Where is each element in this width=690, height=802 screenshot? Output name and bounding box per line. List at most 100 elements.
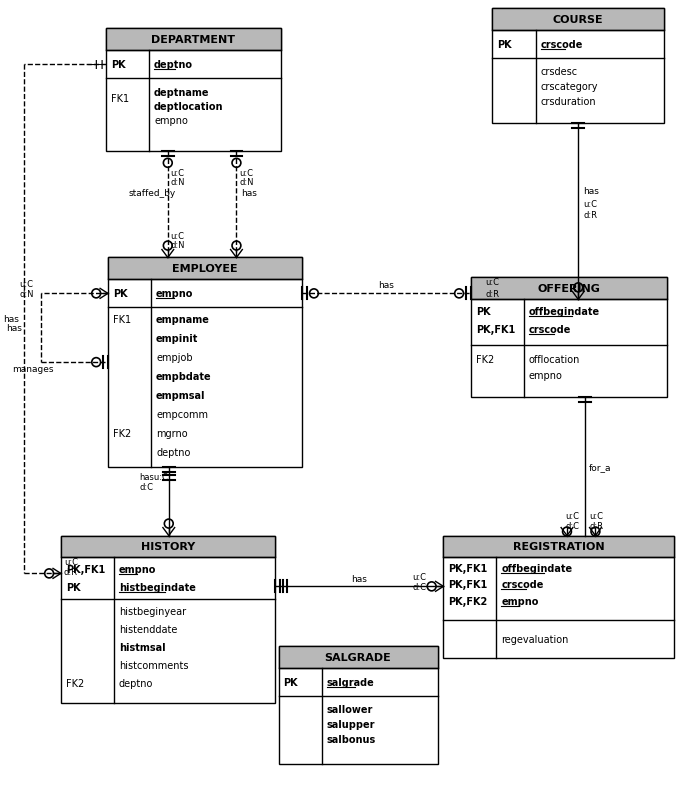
Text: d:C: d:C [412,582,426,591]
Text: salupper: salupper [326,719,375,729]
Bar [108,258,302,468]
Text: empno: empno [501,597,539,606]
Bar [279,646,437,764]
Text: has: has [351,574,367,583]
Text: PK: PK [497,40,512,51]
Text: d:N: d:N [20,290,34,298]
Text: deptno: deptno [154,60,193,70]
Text: staffed_by: staffed_by [128,189,176,198]
Text: mgrno: mgrno [156,428,188,439]
Text: PK,FK1: PK,FK1 [448,580,488,589]
Text: histmsal: histmsal [119,642,166,652]
Text: empinit: empinit [156,334,199,344]
Text: manages: manages [12,364,53,373]
Text: ─H: ─H [87,59,104,71]
Text: d:N: d:N [239,178,254,187]
Text: u:C: u:C [170,169,185,178]
Text: d:N: d:N [170,178,185,187]
Text: u:C: u:C [583,200,597,209]
Text: regevaluation: regevaluation [501,634,569,644]
Text: HISTORY: HISTORY [141,542,195,552]
Text: FK2: FK2 [66,678,84,688]
Text: offbegindate: offbegindate [529,307,600,317]
Text: empno: empno [529,371,562,381]
Text: PK,FK2: PK,FK2 [448,597,488,606]
Bar [106,29,281,51]
Bar [279,646,437,668]
Text: u:C: u:C [239,169,253,178]
Text: crsduration: crsduration [540,97,596,107]
Text: PK: PK [66,582,81,593]
Text: crscode: crscode [529,325,571,334]
Text: offbegindate: offbegindate [501,564,573,573]
Text: empno: empno [156,289,193,299]
Bar [108,258,302,280]
Text: empcomm: empcomm [156,410,208,419]
Text: REGISTRATION: REGISTRATION [513,542,604,552]
Text: PK: PK [284,677,298,687]
Text: crscode: crscode [501,580,544,589]
Bar [471,278,667,300]
Text: d:R: d:R [486,290,500,298]
Text: u:C: u:C [412,572,426,581]
Bar [444,536,674,557]
Text: FK2: FK2 [113,428,131,439]
Text: d:R: d:R [583,210,597,220]
Text: empbdate: empbdate [156,371,212,382]
Bar [61,536,275,557]
Text: empno: empno [154,115,188,126]
Text: crscategory: crscategory [540,82,598,92]
Text: crsdesc: crsdesc [540,67,578,77]
Text: d:R: d:R [63,567,78,576]
Text: salbonus: salbonus [326,734,376,744]
Text: PK: PK [113,289,128,299]
Text: empname: empname [156,315,210,325]
Text: histbeginyear: histbeginyear [119,606,186,617]
Text: histcomments: histcomments [119,660,188,670]
Text: has: has [583,187,599,196]
Text: DEPARTMENT: DEPARTMENT [151,35,235,45]
Text: histbegindate: histbegindate [119,582,196,593]
Text: FK1: FK1 [113,315,131,325]
Text: u:C: u:C [486,277,500,286]
Bar [493,10,664,124]
Text: u:C: u:C [170,232,185,241]
Text: empno: empno [119,565,156,575]
Text: u:C: u:C [20,280,34,289]
Text: offlocation: offlocation [529,354,580,365]
Text: salgrade: salgrade [326,677,375,687]
Text: deptno: deptno [156,448,190,457]
Text: has: has [379,281,395,290]
Text: OFFERING: OFFERING [538,284,600,294]
Text: deptno: deptno [119,678,153,688]
Text: histenddate: histenddate [119,625,177,634]
Text: u:C: u:C [589,512,604,520]
Text: has: has [6,324,21,333]
Bar [444,536,674,658]
Bar [471,278,667,398]
Text: empmsal: empmsal [156,391,206,400]
Bar [493,10,664,31]
Text: crscode: crscode [540,40,583,51]
Text: SALGRADE: SALGRADE [325,652,391,662]
Text: sallower: sallower [326,704,373,714]
Text: FK1: FK1 [111,94,129,104]
Text: deptname: deptname [154,88,210,98]
Text: FK2: FK2 [476,354,494,365]
Text: PK,FK1: PK,FK1 [66,565,105,575]
Text: d:C: d:C [139,483,153,492]
Text: d:R: d:R [589,521,604,530]
Text: hasu:C: hasu:C [139,472,168,482]
Text: for_a: for_a [589,462,611,472]
Text: PK,FK1: PK,FK1 [448,564,488,573]
Text: u:C: u:C [63,557,78,566]
Bar [106,29,281,152]
Text: has: has [3,315,19,324]
Text: PK: PK [111,60,126,70]
Text: d:C: d:C [565,521,579,530]
Text: PK: PK [476,307,491,317]
Text: EMPLOYEE: EMPLOYEE [172,264,238,274]
Text: empjob: empjob [156,353,193,363]
Text: PK,FK1: PK,FK1 [476,325,515,334]
Bar [61,536,275,703]
